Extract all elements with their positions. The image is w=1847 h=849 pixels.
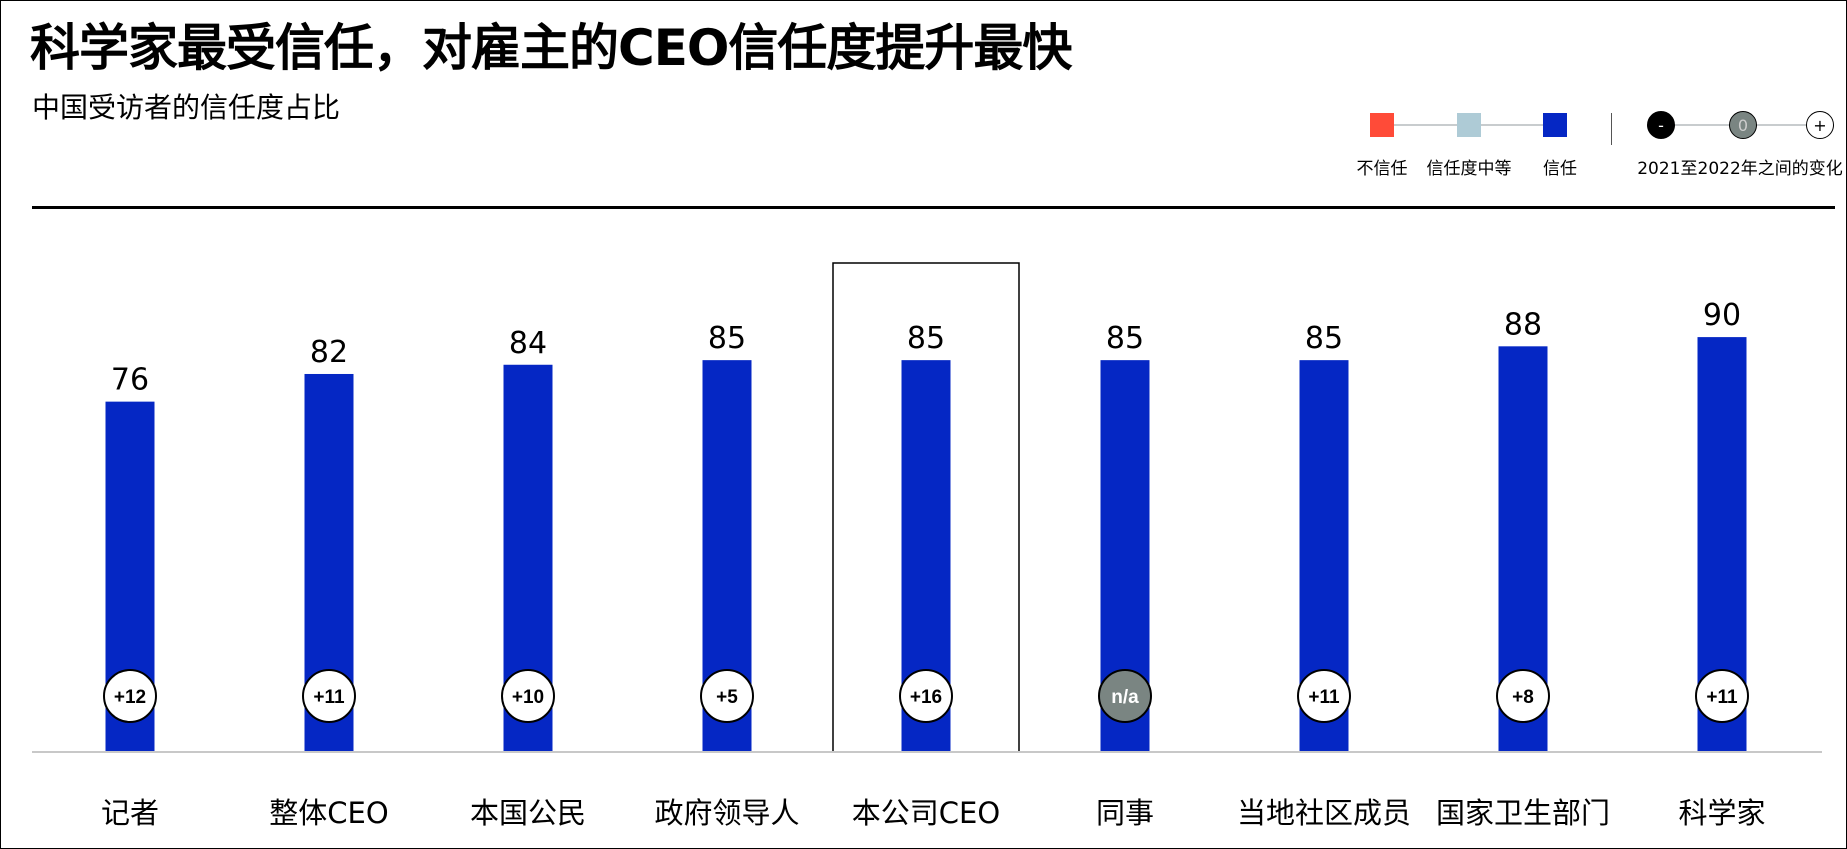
change-circle [1695, 669, 1749, 723]
value-label: 82 [310, 335, 348, 370]
chart-subtitle: 中国受访者的信任度占比 [32, 91, 341, 124]
legend-divider [1611, 113, 1612, 145]
category-label: 国家卫生部门 [1436, 796, 1610, 830]
change-circle [501, 669, 555, 723]
title-rule [32, 206, 1835, 209]
value-label: 85 [907, 321, 945, 356]
change-label: +5 [716, 687, 738, 708]
category-label: 记者 [101, 796, 159, 830]
category-label: 科学家 [1678, 796, 1765, 830]
legend-change-negative: - [1647, 111, 1675, 139]
value-label: 88 [1504, 307, 1542, 342]
chart-title: 科学家最受信任，对雇主的CEO信任度提升最快 [30, 19, 1072, 77]
category-label: 政府领导人 [654, 796, 799, 830]
change-label: +11 [1308, 687, 1340, 708]
change-label: +11 [1706, 687, 1738, 708]
legend-label-trust: 信任 [1543, 159, 1577, 179]
change-circle [1098, 669, 1152, 723]
change-label: +10 [512, 687, 544, 708]
legend-swatch-distrust [1370, 113, 1394, 137]
legend-change-label: 2021至2022年之间的变化 [1637, 159, 1843, 179]
category-label: 整体CEO [269, 796, 388, 830]
category-label: 本国公民 [470, 796, 586, 830]
change-label: +8 [1512, 687, 1534, 708]
change-label: n/a [1111, 687, 1139, 708]
change-label: +12 [114, 687, 146, 708]
legend-label-distrust: 不信任 [1356, 159, 1408, 179]
change-circle [1496, 669, 1550, 723]
value-label: 85 [1106, 321, 1144, 356]
category-label: 本公司CEO [852, 796, 1000, 830]
change-circle [899, 669, 953, 723]
legend-change-zero: 0 [1729, 111, 1757, 139]
change-label: +11 [313, 687, 345, 708]
legend-swatch-neutral [1457, 113, 1481, 137]
legend-swatch-trust [1543, 113, 1567, 137]
legend-change-positive: + [1806, 111, 1834, 139]
category-label: 同事 [1096, 796, 1154, 830]
value-label: 90 [1703, 298, 1741, 333]
category-label: 当地社区成员 [1237, 796, 1411, 830]
value-label: 85 [1305, 321, 1343, 356]
value-label: 76 [111, 363, 149, 398]
change-circle [700, 669, 754, 723]
change-circle [1297, 669, 1351, 723]
legend-label-neutral: 信任度中等 [1426, 159, 1512, 179]
change-label: +16 [910, 687, 942, 708]
change-circle [103, 669, 157, 723]
change-circle [302, 669, 356, 723]
value-label: 85 [708, 321, 746, 356]
value-label: 84 [509, 326, 547, 361]
